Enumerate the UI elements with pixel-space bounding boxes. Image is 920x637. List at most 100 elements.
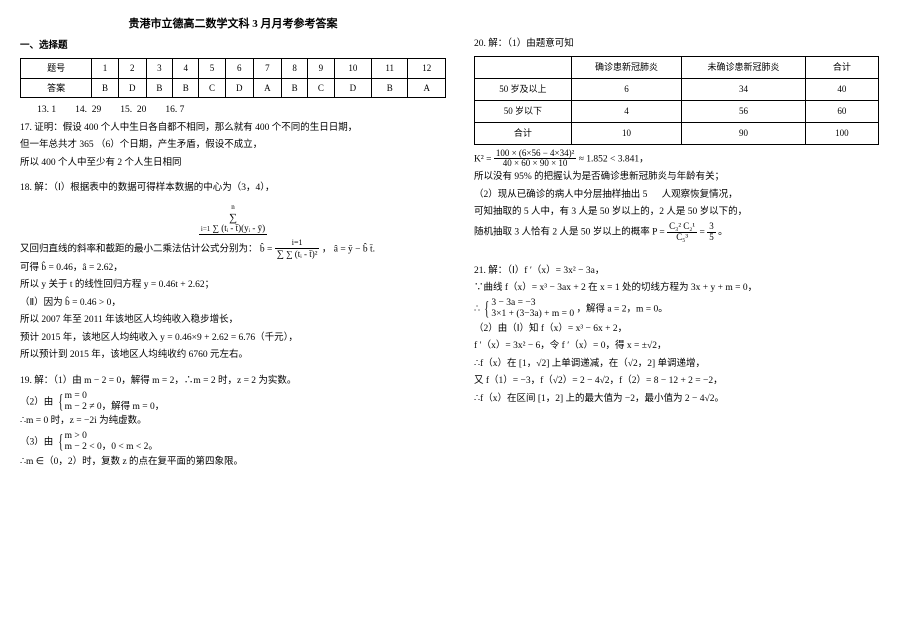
q20-line: 所以没有 95% 的把握认为是否确诊患新冠肺炎与年龄有关； xyxy=(474,169,900,187)
caption: 又回归直线的斜率和截距的最小二乘法估计公式分别为： xyxy=(20,244,258,254)
cell: 答案 xyxy=(21,78,92,98)
cell: 未确诊患新冠肺炎 xyxy=(682,56,806,78)
q20-line: 20. 解：（1）由题意可知 xyxy=(474,36,900,54)
cell xyxy=(475,56,572,78)
prob-pre: 随机抽取 3 人恰有 2 人是 50 岁以上的概率 P = xyxy=(474,228,665,238)
cell: 6 xyxy=(225,58,253,78)
brace-icon: { xyxy=(485,303,490,315)
eq: = xyxy=(699,228,707,238)
q18-line: 所以 y 关于 t 的线性回归方程 y = 0.46t + 2.62； xyxy=(20,277,446,295)
k2-den: 40 × 60 × 90 × 10 xyxy=(494,159,577,169)
sys-line: m − 2 < 0，0 < m < 2。 xyxy=(65,442,158,452)
sys-line: m − 2 ≠ 0，解得 m = 0， xyxy=(65,402,165,412)
table-row: 题号 1 2 3 4 5 6 7 8 9 10 11 12 xyxy=(21,58,446,78)
q21-line: ∴f（x）在 [1，√2] 上单调递减，在（√2，2] 单调递增， xyxy=(474,356,900,374)
cell: A xyxy=(253,78,281,98)
cell: 7 xyxy=(253,58,281,78)
fill-answers: 13. 1 14. 29 15. 20 16. 7 xyxy=(20,102,446,120)
q18-line: 所以预计到 2015 年，该地区人均纯收约 6760 元左右。 xyxy=(20,347,446,365)
cell: 10 xyxy=(334,58,372,78)
q21-line: 21. 解：（Ⅰ）f ′（x）= 3x² − 3a， xyxy=(474,263,900,281)
q19-line: （2）由 { m = 0 m − 2 ≠ 0，解得 m = 0， xyxy=(20,391,446,414)
sys-line: m = 0 xyxy=(65,391,87,401)
table-row: 确诊患新冠肺炎 未确诊患新冠肺炎 合计 xyxy=(475,56,879,78)
q21-line: ∴ { 3 − 3a = −3 3×1 + (3−3a) + m = 0 ，解得… xyxy=(474,298,900,321)
cell: 90 xyxy=(682,122,806,144)
a-hat: ， â = ȳ − b̂ t̄. xyxy=(322,244,375,254)
cell: D xyxy=(118,78,146,98)
val-den: 5 xyxy=(707,233,716,243)
cell: 1 xyxy=(92,58,118,78)
table-row: 答案 B D B B C D A B C D B A xyxy=(21,78,446,98)
sys-line: 3 − 3a = −3 xyxy=(491,298,535,308)
prob-den: C₅³ xyxy=(667,233,697,243)
cell: 4 xyxy=(571,100,681,122)
cell: 50 岁以下 xyxy=(475,100,572,122)
cell: 3 xyxy=(146,58,172,78)
left-column: 贵港市立德高二数学文科 3 月月考参考答案 一、选择题 题号 1 2 3 4 5… xyxy=(20,14,446,623)
cell: 34 xyxy=(682,78,806,100)
q19-line: ∴m = 0 时，z = −2i 为纯虚数。 xyxy=(20,413,446,431)
cell: B xyxy=(173,78,199,98)
right-column: 20. 解：（1）由题意可知 确诊患新冠肺炎 未确诊患新冠肺炎 合计 50 岁及… xyxy=(474,14,900,623)
cell: 8 xyxy=(281,58,307,78)
cell: 11 xyxy=(372,58,408,78)
sys-line: 3×1 + (3−3a) + m = 0 xyxy=(491,309,574,319)
q18-line: 所以 2007 年至 2011 年该地区人均纯收入稳步增长， xyxy=(20,312,446,330)
choice-table: 题号 1 2 3 4 5 6 7 8 9 10 11 12 答案 B D B B… xyxy=(20,58,446,98)
table-row: 50 岁以下 4 56 60 xyxy=(475,100,879,122)
brace-icon: { xyxy=(58,436,63,448)
q20-line: 随机抽取 3 人恰有 2 人是 50 岁以上的概率 P = C₃² C₂¹ C₅… xyxy=(474,222,900,243)
cell: 12 xyxy=(408,58,446,78)
formula-num: ∑ (tᵢ - t̄)(yᵢ - ȳ) xyxy=(213,223,266,233)
q20-line: （2）现从已确诊的病人中分层抽样抽出 5 人观察恢复情况， xyxy=(474,187,900,205)
cell: 5 xyxy=(199,58,225,78)
q21-line: （2）由（Ⅰ）知 f（x）= x³ − 6x + 2， xyxy=(474,321,900,339)
cell: 60 xyxy=(806,100,879,122)
cell: 40 xyxy=(806,78,879,100)
cell: B xyxy=(92,78,118,98)
cell: D xyxy=(334,78,372,98)
sys-line: m > 0 xyxy=(65,431,87,441)
cell: 2 xyxy=(118,58,146,78)
q19-line: 19. 解：（1）由 m − 2 = 0，解得 m = 2，∴m = 2 时，z… xyxy=(20,373,446,391)
q18-line: 可得 b̂ = 0.46，â = 2.62， xyxy=(20,260,446,278)
cell: 56 xyxy=(682,100,806,122)
table-row: 合计 10 90 100 xyxy=(475,122,879,144)
k2-tail: ≈ 1.852 < 3.841， xyxy=(579,154,649,164)
q19-line: （3）由 { m > 0 m − 2 < 0，0 < m < 2。 xyxy=(20,431,446,454)
doc-title: 贵港市立德高二数学文科 3 月月考参考答案 xyxy=(20,14,446,34)
q18-formula: n∑i=1 ∑ (tᵢ - t̄)(yᵢ - ȳ) xyxy=(20,202,446,235)
cell: 50 岁及以上 xyxy=(475,78,572,100)
cell: 确诊患新冠肺炎 xyxy=(571,56,681,78)
cell: 10 xyxy=(571,122,681,144)
q20-line: 可知抽取的 5 人中，有 3 人是 50 岁以上的，2 人是 50 岁以下的， xyxy=(474,204,900,222)
cell: 合计 xyxy=(475,122,572,144)
sys-tail: ，解得 a = 2，m = 0。 xyxy=(577,305,668,315)
cell: 100 xyxy=(806,122,879,144)
q17-line: 所以 400 个人中至少有 2 个人生日相同 xyxy=(20,155,446,173)
formula-den: ∑ (tᵢ - t̄)² xyxy=(286,249,317,259)
q21-line: f ′（x）= 3x² − 6，令 f ′（x）= 0，得 x = ±√2， xyxy=(474,338,900,356)
q18-line: 18. 解：（Ⅰ）根据表中的数据可得样本数据的中心为（3，4）， xyxy=(20,180,446,198)
q17-line: 17. 证明：假设 400 个人中生日各自都不相同，那么就有 400 个不同的生… xyxy=(20,120,446,138)
q19-pre: （3）由 xyxy=(20,438,53,448)
q21-line: ∴f（x）在区间 [1，2] 上的最大值为 −2，最小值为 2 − 4√2。 xyxy=(474,391,900,409)
q19-pre: （2）由 xyxy=(20,397,53,407)
q18-line: （Ⅱ）因为 b̂ = 0.46 > 0， xyxy=(20,295,446,313)
q18-line: 又回归直线的斜率和截距的最小二乘法估计公式分别为： b̂ = i=1 ∑ ∑ (… xyxy=(20,239,446,260)
section-choice: 一、选择题 xyxy=(20,38,446,56)
tail: 。 xyxy=(718,228,728,238)
q17-line: 但一年总共才 365 （6）个日期，产生矛盾，假设不成立， xyxy=(20,137,446,155)
cell: D xyxy=(225,78,253,98)
cell: C xyxy=(308,78,334,98)
cell: 题号 xyxy=(21,58,92,78)
cell: B xyxy=(146,78,172,98)
cell: 6 xyxy=(571,78,681,100)
q18-line: 预计 2015 年，该地区人均纯收入 y = 0.46×9 + 2.62 = 6… xyxy=(20,330,446,348)
q19-line: ∴m ∈（0，2）时，复数 z 的点在复平面的第四象限。 xyxy=(20,454,446,472)
q21-line: ∵曲线 f（x）= x³ − 3ax + 2 在 x = 1 处的切线方程为 3… xyxy=(474,280,900,298)
cell: 9 xyxy=(308,58,334,78)
table-row: 50 岁及以上 6 34 40 xyxy=(475,78,879,100)
cell: 合计 xyxy=(806,56,879,78)
